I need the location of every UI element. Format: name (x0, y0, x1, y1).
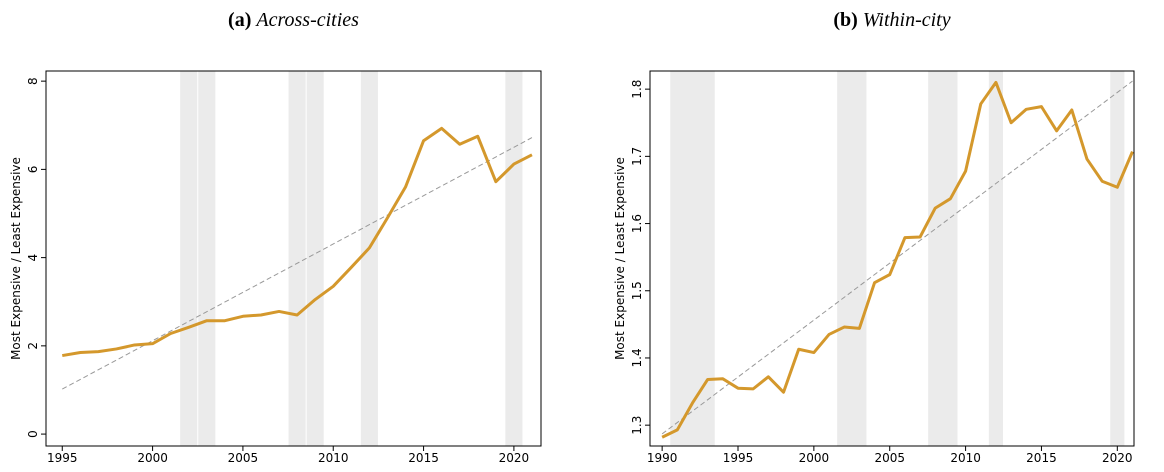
x-tick-label: 1990 (647, 451, 678, 465)
y-tick-label: 1.7 (630, 147, 644, 166)
x-tick-label: 2010 (950, 451, 981, 465)
x-tick-label: 2015 (408, 451, 439, 465)
y-axis-label: Most Expensive / Least Expensive (613, 157, 627, 360)
y-axis-label: Most Expensive / Least Expensive (9, 157, 23, 360)
y-tick-label: 1.5 (630, 281, 644, 300)
data-line (62, 126, 533, 358)
shaded-band (180, 71, 198, 446)
panel-title: (a) Across-cities (228, 9, 359, 31)
x-tick-label: 2010 (318, 451, 349, 465)
y-tick-label: 1.8 (630, 80, 644, 99)
panel-title: (b) Within-city (833, 9, 950, 31)
x-tick-label: 2000 (137, 451, 168, 465)
y-tick-label: 4 (26, 254, 40, 262)
y-tick-label: 2 (26, 342, 40, 350)
x-tick-label: 1995 (47, 451, 78, 465)
y-tick-label: 6 (26, 166, 40, 174)
plot-frame (45, 70, 542, 447)
trend-line (661, 80, 1133, 435)
x-tick-label: 2000 (799, 451, 830, 465)
shaded-band (837, 71, 867, 446)
panel-title-text: Within-city (863, 9, 951, 31)
y-tick-label: 1.6 (630, 214, 644, 233)
x-tick-label: 2005 (228, 451, 259, 465)
shaded-band (505, 71, 523, 446)
y-tick-label: 8 (26, 77, 40, 85)
trend-line (62, 137, 533, 390)
shaded-band (288, 71, 306, 446)
shaded-band (988, 71, 1004, 446)
shaded-band (928, 71, 958, 446)
y-tick-label: 0 (26, 430, 40, 438)
panel-label: (b) (833, 9, 857, 31)
data-line (661, 80, 1134, 439)
x-tick-label: 2015 (1026, 451, 1057, 465)
plot-frame (649, 70, 1135, 447)
shaded-band (198, 71, 216, 446)
panel-title-text: Across-cities (254, 9, 359, 31)
x-tick-label: 2020 (499, 451, 530, 465)
y-tick-label: 1.3 (630, 416, 644, 435)
shaded-band (670, 71, 715, 446)
shaded-band (1110, 71, 1125, 446)
shaded-band (306, 71, 324, 446)
x-tick-label: 2005 (874, 451, 905, 465)
x-tick-label: 2020 (1102, 451, 1133, 465)
x-tick-label: 1995 (723, 451, 754, 465)
panel-label: (a) (228, 9, 251, 31)
shaded-band (360, 71, 378, 446)
y-tick-label: 1.4 (630, 348, 644, 367)
